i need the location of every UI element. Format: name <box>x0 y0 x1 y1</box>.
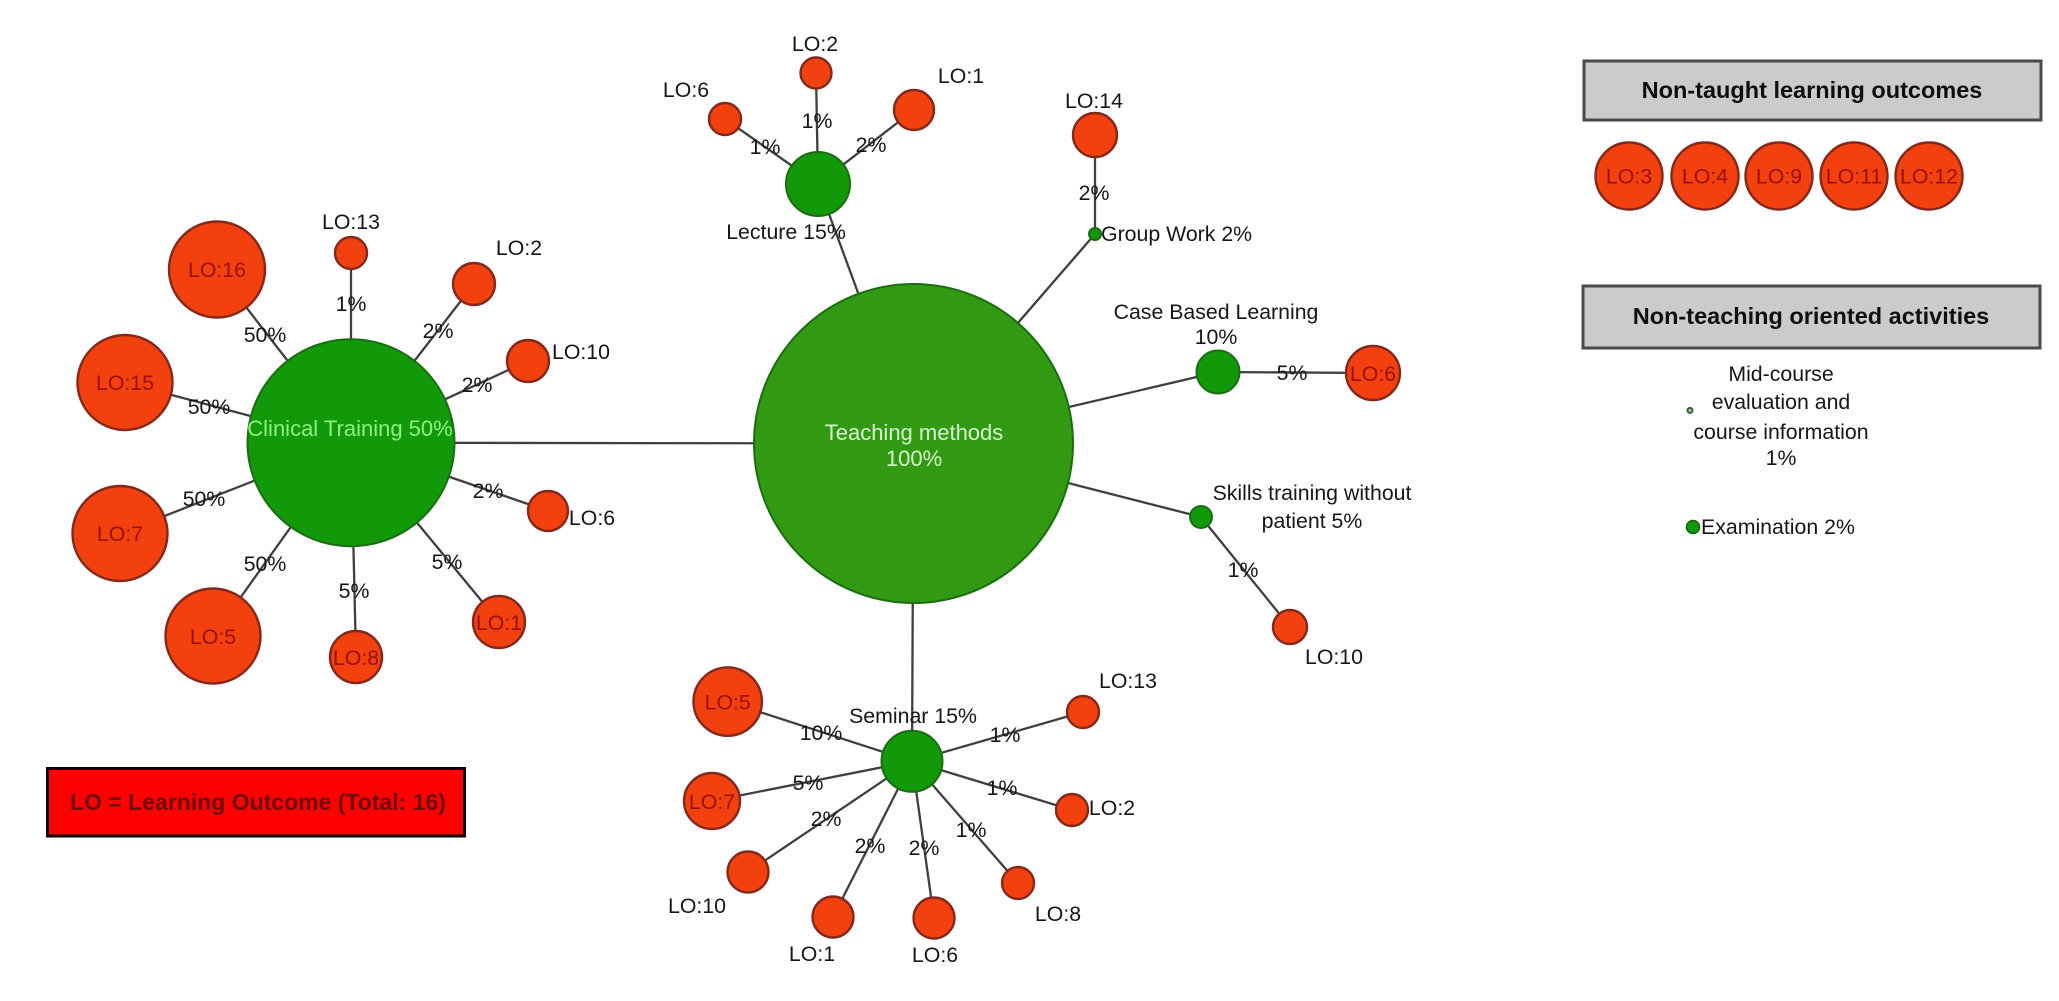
svg-text:LO:6: LO:6 <box>663 78 709 102</box>
svg-text:Lecture 15%: Lecture 15% <box>726 220 846 244</box>
svg-text:LO:2: LO:2 <box>496 236 542 260</box>
svg-text:LO:13: LO:13 <box>1099 669 1157 693</box>
svg-text:1%: 1% <box>750 135 781 159</box>
svg-text:1%: 1% <box>1766 446 1797 470</box>
svg-text:1%: 1% <box>1228 558 1259 582</box>
svg-text:2%: 2% <box>811 807 842 831</box>
svg-text:1%: 1% <box>956 818 987 842</box>
svg-text:Clinical Training 50%: Clinical Training 50% <box>247 416 452 441</box>
svg-text:1%: 1% <box>987 776 1018 800</box>
svg-text:5%: 5% <box>432 550 463 574</box>
svg-text:Non-taught learning outcomes: Non-taught learning outcomes <box>1642 77 1983 103</box>
svg-text:Non-teaching oriented activiti: Non-teaching oriented activities <box>1633 303 1989 329</box>
svg-text:5%: 5% <box>793 771 824 795</box>
svg-text:LO:1: LO:1 <box>476 611 522 635</box>
svg-text:LO:1: LO:1 <box>789 942 835 966</box>
svg-text:50%: 50% <box>183 487 226 511</box>
svg-text:LO:3: LO:3 <box>1606 165 1652 189</box>
svg-text:2%: 2% <box>462 373 493 397</box>
svg-text:LO:11: LO:11 <box>1826 165 1882 189</box>
svg-text:LO:1: LO:1 <box>938 64 984 88</box>
svg-text:1%: 1% <box>802 109 833 133</box>
svg-text:course information: course information <box>1693 420 1868 444</box>
svg-text:Teaching methods: Teaching methods <box>825 420 1004 445</box>
svg-text:LO:8: LO:8 <box>333 646 379 670</box>
svg-text:LO:6: LO:6 <box>1350 362 1396 386</box>
svg-text:LO:5: LO:5 <box>705 691 751 715</box>
svg-text:1%: 1% <box>336 292 367 316</box>
svg-text:LO:7: LO:7 <box>689 790 735 814</box>
svg-text:LO:8: LO:8 <box>1035 902 1081 926</box>
svg-text:2%: 2% <box>473 479 504 503</box>
svg-text:5%: 5% <box>1277 361 1308 385</box>
svg-text:50%: 50% <box>188 395 231 419</box>
svg-text:Seminar 15%: Seminar 15% <box>849 704 977 728</box>
svg-text:5%: 5% <box>339 579 370 603</box>
svg-text:LO:14: LO:14 <box>1065 89 1123 113</box>
svg-text:LO:10: LO:10 <box>552 340 610 364</box>
svg-text:LO:13: LO:13 <box>322 210 380 234</box>
svg-text:LO:9: LO:9 <box>1756 165 1802 189</box>
svg-text:100%: 100% <box>886 446 942 471</box>
svg-text:LO:2: LO:2 <box>792 32 838 56</box>
svg-text:LO:10: LO:10 <box>1305 645 1363 669</box>
svg-text:50%: 50% <box>244 323 287 347</box>
svg-text:LO = Learning Outcome (Total:: LO = Learning Outcome (Total: 16) <box>70 789 446 815</box>
svg-text:Examination 2%: Examination 2% <box>1701 515 1855 539</box>
svg-text:2%: 2% <box>856 133 887 157</box>
svg-text:LO:16: LO:16 <box>188 258 246 282</box>
svg-text:LO:15: LO:15 <box>96 371 154 395</box>
svg-text:LO:12: LO:12 <box>1900 165 1958 189</box>
svg-text:LO:5: LO:5 <box>190 625 236 649</box>
svg-text:50%: 50% <box>244 552 287 576</box>
svg-text:LO:6: LO:6 <box>569 506 615 530</box>
svg-text:LO:10: LO:10 <box>668 894 726 918</box>
svg-text:LO:6: LO:6 <box>912 943 958 967</box>
svg-text:2%: 2% <box>423 319 454 343</box>
svg-text:10%: 10% <box>1195 325 1238 349</box>
svg-text:2%: 2% <box>855 834 886 858</box>
svg-text:Mid-course: Mid-course <box>1728 362 1833 386</box>
svg-text:1%: 1% <box>990 723 1021 747</box>
svg-text:LO:4: LO:4 <box>1682 165 1728 189</box>
svg-text:LO:2: LO:2 <box>1089 796 1135 820</box>
svg-text:LO:7: LO:7 <box>97 522 143 546</box>
svg-text:Group Work 2%: Group Work 2% <box>1101 222 1252 246</box>
svg-text:patient 5%: patient 5% <box>1262 509 1363 533</box>
svg-text:2%: 2% <box>909 836 940 860</box>
svg-text:evaluation and: evaluation and <box>1712 390 1851 414</box>
svg-text:Case Based Learning: Case Based Learning <box>1114 300 1319 324</box>
svg-text:Skills training without: Skills training without <box>1213 481 1412 505</box>
svg-text:10%: 10% <box>800 721 843 745</box>
svg-text:2%: 2% <box>1079 181 1110 205</box>
